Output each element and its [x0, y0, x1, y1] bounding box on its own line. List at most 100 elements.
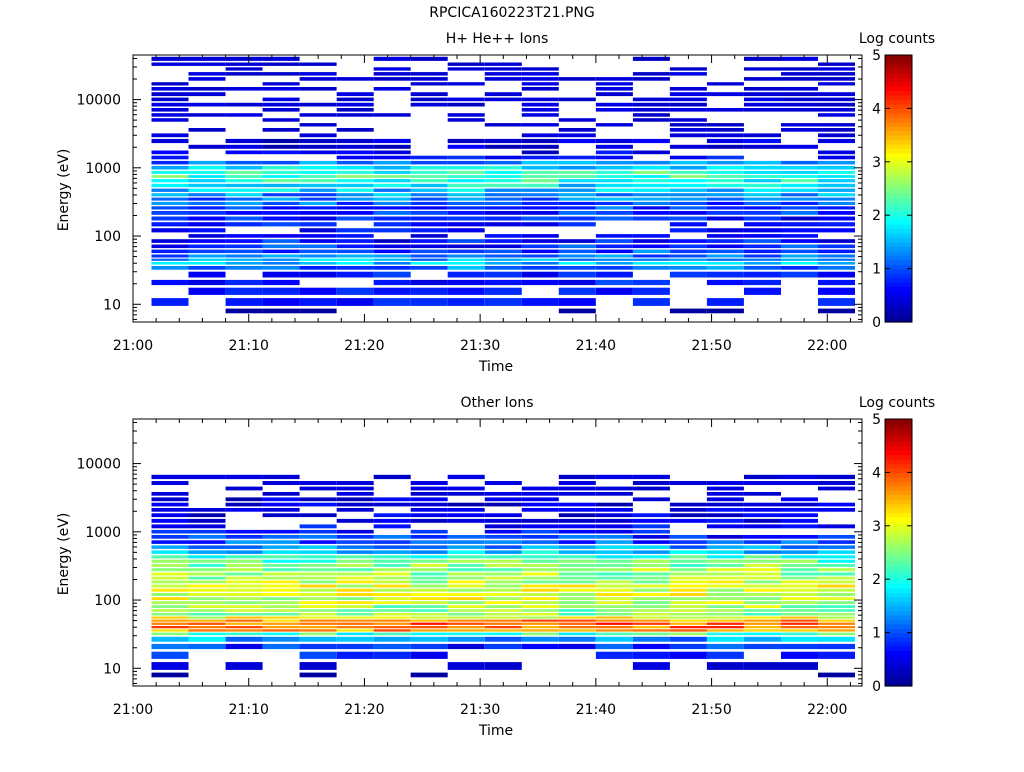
colorbar-swatch — [885, 610, 912, 616]
spectrogram-cell — [484, 662, 522, 670]
spectrogram-cell — [521, 113, 559, 117]
spectrogram-cell — [632, 262, 670, 265]
spectrogram-cell — [595, 201, 633, 205]
colorbar-swatch — [885, 583, 912, 589]
spectrogram-cell — [225, 254, 263, 258]
spectrogram-cell — [595, 513, 633, 518]
spectrogram-cell — [595, 568, 633, 572]
spectrogram-cell — [781, 77, 818, 81]
spectrogram-cell — [558, 492, 596, 496]
spectrogram-cell — [744, 211, 781, 215]
spectrogram-cell — [706, 629, 744, 632]
spectrogram-cell — [373, 72, 411, 76]
colorbar-swatch — [885, 494, 912, 500]
spectrogram-cell — [521, 266, 559, 270]
spectrogram-cell — [188, 550, 226, 554]
spectrogram-cell — [521, 279, 559, 286]
spectrogram-cell — [521, 175, 559, 178]
spectrogram-cell — [706, 580, 744, 584]
spectrogram-cell — [225, 244, 263, 249]
spectrogram-cell — [188, 62, 226, 66]
spectrogram-cell — [595, 626, 633, 629]
spectrogram-cell — [188, 128, 226, 132]
spectrogram-cell — [373, 165, 411, 170]
spectrogram-cell — [632, 254, 670, 258]
colorbar-swatch — [885, 628, 912, 634]
spectrogram-cell — [336, 298, 374, 306]
colorbar-swatch — [885, 179, 912, 185]
spectrogram-cells-bottom — [151, 474, 855, 678]
spectrogram-cell — [781, 72, 818, 76]
spectrogram-cell — [595, 550, 633, 554]
spectrogram-cell — [410, 588, 448, 592]
colorbar-swatch — [885, 579, 912, 585]
spectrogram-cell — [669, 92, 707, 97]
spectrogram-cell — [521, 72, 559, 76]
spectrogram-cell — [744, 597, 781, 600]
spectrogram-cell — [299, 555, 337, 559]
spectrogram-cell — [484, 183, 522, 188]
colorbar-swatch — [885, 90, 912, 96]
spectrogram-cell — [484, 287, 522, 295]
colorbar-swatch — [885, 95, 912, 101]
spectrogram-cell — [410, 170, 448, 174]
spectrogram-cell — [262, 170, 300, 174]
spectrogram-cell — [484, 123, 522, 127]
colorbar-swatch — [885, 472, 912, 478]
spectrogram-cell — [262, 254, 300, 258]
spectrogram-cell — [632, 211, 670, 215]
spectrogram-cell — [818, 150, 855, 155]
spectrogram-cell — [595, 559, 633, 563]
spectrogram-cell — [706, 584, 744, 588]
spectrogram-cell — [744, 605, 781, 608]
spectrogram-cell — [521, 605, 559, 608]
spectrogram-cell — [336, 108, 374, 112]
spectrogram-cell — [744, 540, 781, 544]
spectrogram-cell — [151, 170, 189, 174]
spectrogram-cell — [447, 258, 485, 261]
spectrogram-cell — [447, 262, 485, 265]
spectrogram-cell — [632, 56, 670, 61]
spectrogram-cell — [151, 605, 189, 608]
spectrogram-cell — [818, 72, 855, 76]
spectrogram-cell — [410, 576, 448, 580]
y-tick-label: 1000 — [85, 525, 121, 541]
spectrogram-cell — [595, 492, 633, 496]
spectrogram-cell — [188, 564, 226, 567]
spectrogram-cell — [595, 576, 633, 580]
spectrogram-cell — [299, 545, 337, 549]
spectrogram-cell — [447, 550, 485, 554]
spectrogram-cell — [521, 502, 559, 507]
colorbar-swatch — [885, 192, 912, 198]
spectrogram-cell — [818, 222, 855, 227]
spectrogram-cell — [521, 258, 559, 261]
spectrogram-cell — [262, 555, 300, 559]
spectrogram-cell — [188, 513, 226, 518]
spectrogram-cell — [669, 564, 707, 567]
spectrogram-cell — [151, 651, 189, 659]
spectrogram-cell — [262, 597, 300, 600]
spectrogram-cell — [781, 619, 818, 622]
spectrogram-cell — [521, 249, 559, 254]
spectrogram-cell — [744, 513, 781, 518]
spectrogram-cell — [781, 609, 818, 612]
spectrogram-cell — [558, 550, 596, 554]
spectrogram-cell — [632, 572, 670, 576]
spectrogram-cell — [410, 216, 448, 221]
spectrogram-cell — [595, 138, 633, 144]
spectrogram-cell — [484, 62, 522, 66]
spectrogram-cell — [484, 138, 522, 144]
colorbar-swatch — [885, 427, 912, 433]
spectrogram-cell — [632, 535, 670, 539]
spectrogram-cell — [447, 540, 485, 544]
spectrogram-cell — [521, 559, 559, 563]
spectrogram-cell — [151, 188, 189, 192]
spectrogram-cell — [262, 550, 300, 554]
spectrogram-cell — [373, 67, 411, 71]
colorbar-swatch — [885, 459, 912, 465]
spectrogram-cell — [632, 636, 670, 642]
spectrogram-cell — [595, 287, 633, 295]
spectrogram-cell — [336, 580, 374, 584]
spectrogram-cell — [781, 97, 818, 102]
spectrogram-cell — [521, 535, 559, 539]
